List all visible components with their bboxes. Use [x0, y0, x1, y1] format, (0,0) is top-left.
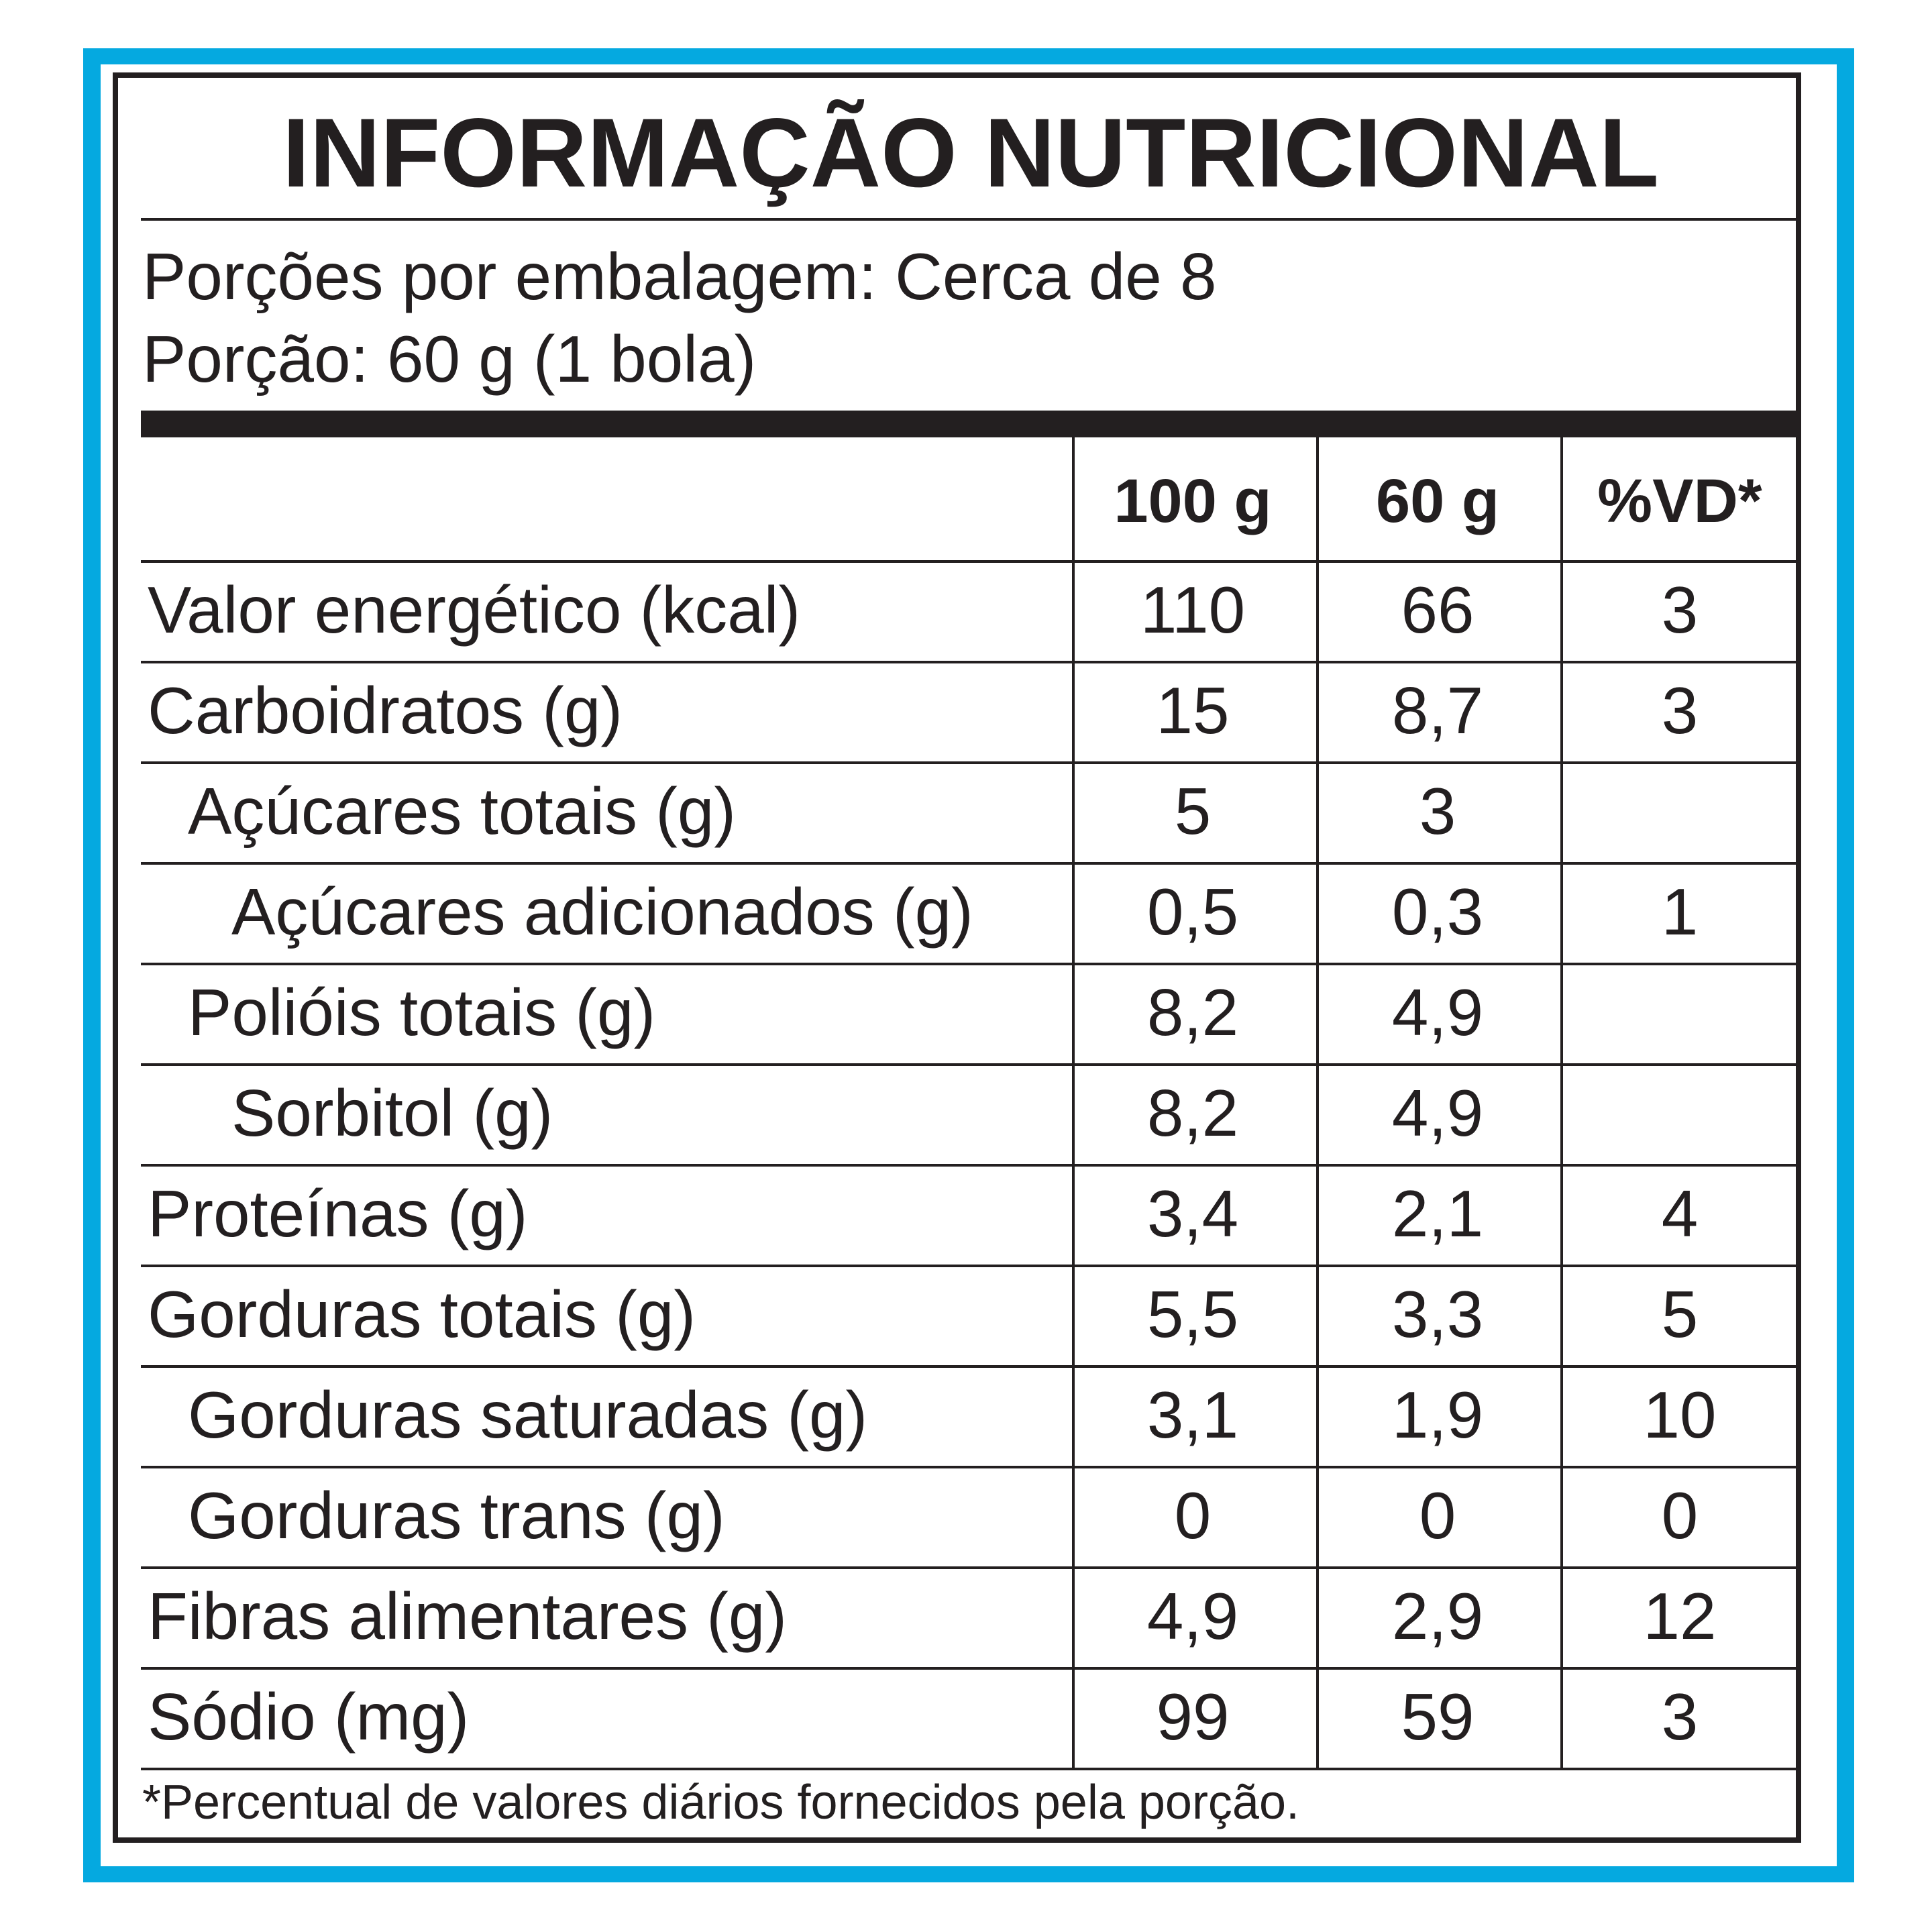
daily-value-percent: 10	[1643, 1378, 1717, 1452]
nutrient-label: Açúcares totais (g)	[188, 774, 736, 848]
row-divider	[141, 1566, 1801, 1569]
footnote: *Percentual de valores diários fornecido…	[142, 1776, 1300, 1829]
column-divider	[1316, 437, 1319, 1768]
nutrient-label: Carboidratos (g)	[148, 674, 623, 747]
value-per-100g: 15	[1156, 674, 1230, 747]
value-per-100g: 0	[1174, 1479, 1212, 1552]
nutrient-label: Açúcares adicionados (g)	[231, 875, 973, 949]
nutrient-label: Valor energético (kcal)	[148, 573, 801, 647]
value-per-serving: 3,3	[1391, 1277, 1484, 1351]
row-divider	[141, 963, 1801, 965]
nutrient-label: Proteínas (g)	[148, 1177, 528, 1250]
row-divider	[141, 1365, 1801, 1368]
thick-divider	[141, 411, 1801, 437]
daily-value-percent: 12	[1643, 1579, 1717, 1653]
nutrient-label: Sorbitol (g)	[231, 1076, 553, 1150]
value-per-serving: 0	[1419, 1479, 1456, 1552]
column-divider	[1560, 437, 1563, 1768]
row-divider	[141, 1164, 1801, 1167]
value-per-serving: 8,7	[1391, 674, 1484, 747]
value-per-100g: 110	[1140, 573, 1246, 647]
row-divider	[141, 761, 1801, 764]
nutrient-label: Gorduras totais (g)	[148, 1277, 696, 1351]
daily-value-percent	[1566, 761, 1794, 861]
row-divider	[141, 862, 1801, 865]
nutrient-label: Gorduras trans (g)	[188, 1479, 725, 1552]
daily-value-percent: 0	[1661, 1479, 1699, 1552]
daily-value-percent	[1566, 962, 1794, 1063]
panel-title: INFORMAÇÃO NUTRICIONAL	[282, 98, 1659, 207]
column-header: 60 g	[1375, 467, 1500, 535]
row-divider	[141, 1265, 1801, 1267]
value-per-100g: 8,2	[1146, 1076, 1239, 1150]
value-per-serving: 66	[1401, 573, 1474, 647]
nutrient-label: Sódio (mg)	[148, 1680, 470, 1754]
row-divider	[141, 560, 1801, 563]
value-per-100g: 3,1	[1146, 1378, 1239, 1452]
nutrition-panel	[113, 72, 1801, 1843]
row-divider	[141, 661, 1801, 663]
daily-value-percent	[1566, 1063, 1794, 1163]
value-per-100g: 99	[1156, 1680, 1230, 1754]
value-per-serving: 3	[1419, 774, 1456, 848]
nutrient-label: Fibras alimentares (g)	[148, 1579, 788, 1653]
row-divider	[141, 1466, 1801, 1468]
value-per-serving: 1,9	[1391, 1378, 1484, 1452]
value-per-100g: 8,2	[1146, 975, 1239, 1049]
value-per-100g: 5	[1174, 774, 1212, 848]
column-header: %VD*	[1597, 467, 1762, 535]
daily-value-percent: 3	[1661, 1680, 1699, 1754]
daily-value-percent: 3	[1661, 674, 1699, 747]
value-per-100g: 0,5	[1146, 875, 1239, 949]
column-divider	[1072, 437, 1075, 1768]
servings-per-package: Porções por embalagem: Cerca de 8	[142, 239, 1217, 313]
daily-value-percent: 1	[1661, 875, 1699, 949]
value-per-serving: 2,1	[1391, 1177, 1484, 1250]
value-per-serving: 59	[1401, 1680, 1474, 1754]
value-per-100g: 3,4	[1146, 1177, 1239, 1250]
title-divider	[141, 218, 1801, 221]
value-per-100g: 4,9	[1146, 1579, 1239, 1653]
value-per-serving: 2,9	[1391, 1579, 1484, 1653]
nutrient-label: Gorduras saturadas (g)	[188, 1378, 868, 1452]
column-header: 100 g	[1114, 467, 1272, 535]
serving-size: Porção: 60 g (1 bola)	[142, 322, 757, 396]
row-divider	[141, 1063, 1801, 1066]
nutrient-label: Polióis totais (g)	[188, 975, 656, 1049]
value-per-serving: 4,9	[1391, 975, 1484, 1049]
value-per-serving: 4,9	[1391, 1076, 1484, 1150]
daily-value-percent: 5	[1661, 1277, 1699, 1351]
value-per-serving: 0,3	[1391, 875, 1484, 949]
daily-value-percent: 4	[1661, 1177, 1699, 1250]
daily-value-percent: 3	[1661, 573, 1699, 647]
value-per-100g: 5,5	[1146, 1277, 1239, 1351]
row-divider	[141, 1667, 1801, 1670]
row-divider	[141, 1768, 1801, 1770]
